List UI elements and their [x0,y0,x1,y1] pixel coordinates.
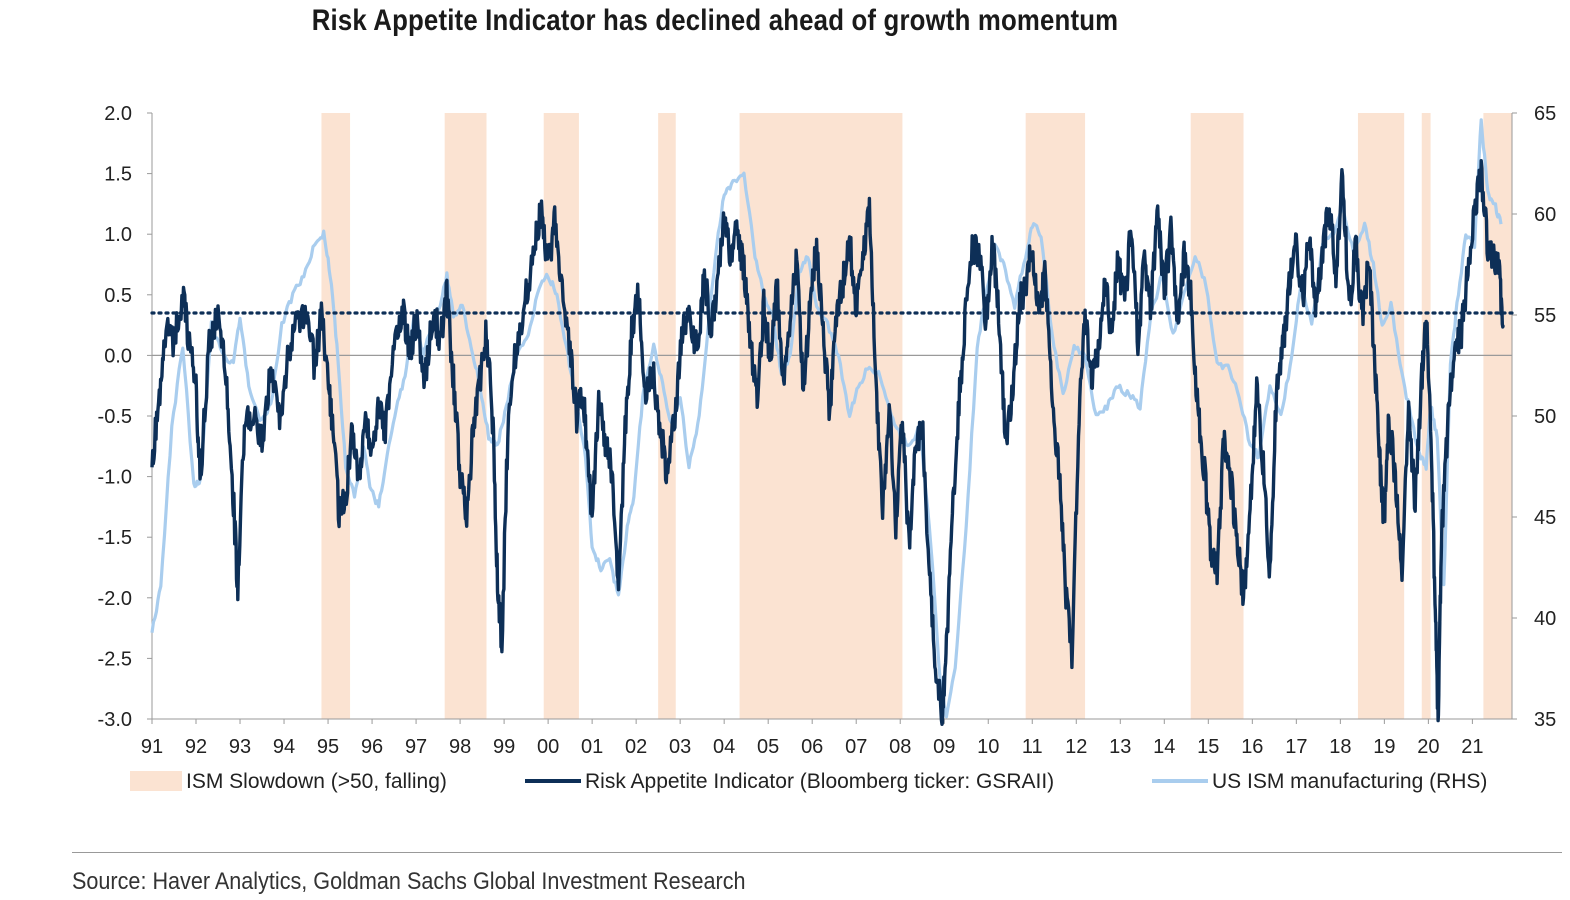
x-tick-label: 06 [801,736,823,758]
x-tick-label: 19 [1373,736,1395,758]
left-tick-label: 2.0 [104,103,132,125]
slowdown-shade [658,113,676,719]
right-tick-label: 60 [1534,204,1556,226]
left-tick-label: -2.5 [98,648,132,670]
right-tick-label: 50 [1534,406,1556,428]
right-tick-label: 65 [1534,103,1556,125]
right-tick-label: 40 [1534,608,1556,630]
legend-label: US ISM manufacturing (RHS) [1212,770,1487,793]
x-tick-label: 93 [229,736,251,758]
x-tick-label: 09 [933,736,955,758]
x-tick-label: 98 [449,736,471,758]
x-tick-label: 08 [889,736,911,758]
risk-appetite-line [150,159,1505,726]
x-tick-label: 97 [405,736,427,758]
chart-title: Risk Appetite Indicator has declined ahe… [311,4,1119,37]
legend: ISM Slowdown (>50, falling) Risk Appetite… [130,770,1487,793]
x-tick-label: 01 [581,736,603,758]
slowdown-shading-layer [321,113,1512,719]
slowdown-shade [1421,113,1431,719]
series-layer [150,118,1514,726]
left-tick-label: -0.5 [98,406,132,428]
right-tick-label: 55 [1534,305,1556,327]
left-tick-label: 0.0 [104,345,132,367]
slowdown-shade [1483,113,1512,719]
slowdown-shade [543,113,579,719]
x-tick-label: 96 [361,736,383,758]
x-tick-label: 94 [273,736,295,758]
x-tick-label: 13 [1109,736,1131,758]
x-tick-label: 04 [713,736,735,758]
slowdown-shade [321,113,351,719]
source-note: Source: Haver Analytics, Goldman Sachs G… [72,868,746,895]
legend-label: Risk Appetite Indicator (Bloomberg ticke… [585,770,1054,793]
x-tick-label: 02 [625,736,647,758]
left-tick-label: -1.0 [98,467,132,489]
left-tick-label: -3.0 [98,709,132,731]
legend-label: ISM Slowdown (>50, falling) [186,770,447,793]
slowdown-shade [739,113,903,719]
x-tick-label: 99 [493,736,515,758]
x-tick-label: 07 [845,736,867,758]
source-divider [72,852,1562,853]
left-tick-label: -1.5 [98,527,132,549]
x-tick-label: 12 [1065,736,1087,758]
left-tick-label: 1.0 [104,224,132,246]
x-tick-label: 14 [1153,736,1175,758]
slowdown-shade [444,113,487,719]
x-tick-label: 17 [1285,736,1307,758]
x-tick-label: 00 [537,736,559,758]
left-tick-label: -2.0 [98,588,132,610]
x-tick-label: 11 [1022,736,1043,758]
left-tick-label: 0.5 [104,285,132,307]
x-tick-label: 05 [757,736,779,758]
left-tick-label: 1.5 [104,164,132,186]
x-tick-label: 20 [1417,736,1439,758]
x-tick-label: 21 [1461,736,1483,758]
x-tick-label: 18 [1329,736,1351,758]
x-tick-label: 15 [1197,736,1219,758]
x-tick-label: 03 [669,736,691,758]
x-tick-label: 10 [977,736,999,758]
x-tick-label: 92 [185,736,207,758]
right-tick-label: 35 [1534,709,1556,731]
slowdown-shade [1357,113,1405,719]
x-tick-label: 95 [317,736,339,758]
right-tick-label: 45 [1534,507,1556,529]
x-tick-label: 91 [141,736,163,758]
x-tick-label: 16 [1241,736,1263,758]
legend-swatch-shade [130,771,182,791]
